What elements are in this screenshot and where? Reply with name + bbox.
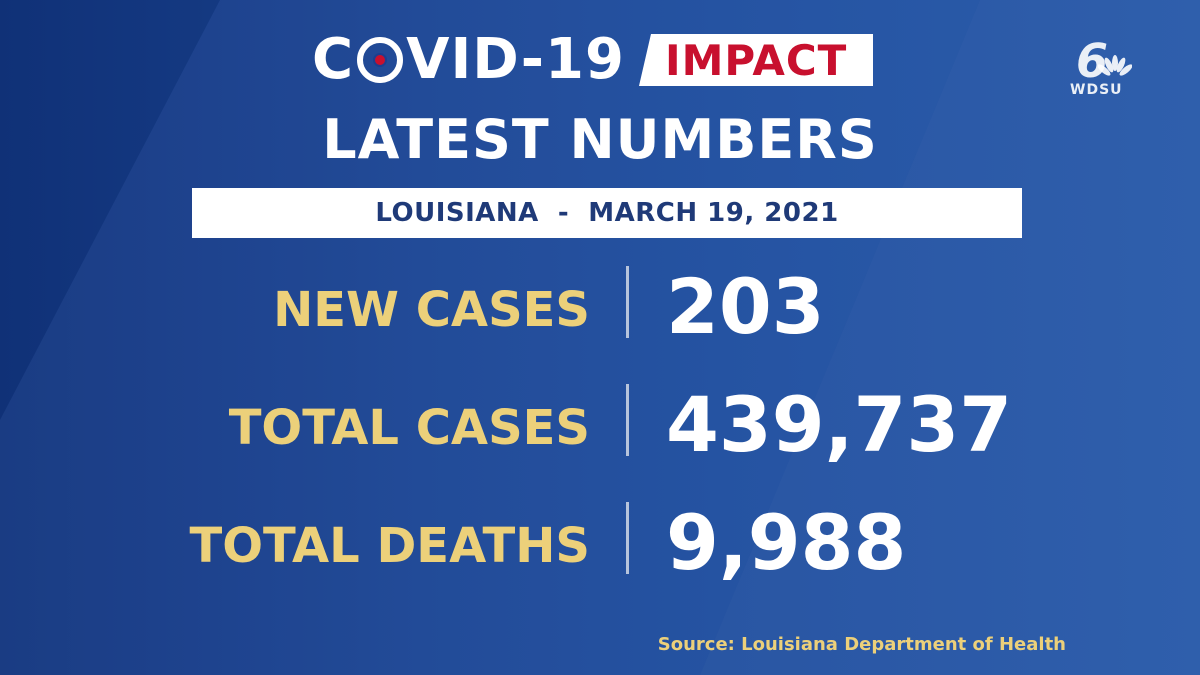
stat-divider: [626, 384, 629, 456]
stat-label: TOTAL DEATHS: [189, 518, 590, 574]
stat-value: 439,737: [666, 380, 1013, 469]
stat-row-total-cases: TOTAL CASES 439,737: [0, 380, 1200, 474]
stat-row-total-deaths: TOTAL DEATHS 9,988: [0, 498, 1200, 592]
channel-number: 6: [1076, 34, 1109, 88]
covid-title: C VID-19: [312, 28, 625, 92]
station-call-letters: WDSU: [1070, 82, 1123, 98]
headline: LATEST NUMBERS: [322, 108, 878, 171]
nbc-peacock-icon: [1098, 55, 1132, 76]
stat-row-new-cases: NEW CASES 203: [0, 262, 1200, 356]
impact-badge: IMPACT: [638, 34, 874, 86]
title-row: C VID-19 IMPACT: [312, 28, 874, 92]
covid-title-c: C: [312, 27, 355, 92]
source-credit: Source: Louisiana Department of Health: [657, 634, 1066, 655]
stat-label: NEW CASES: [273, 282, 590, 338]
stat-divider: [626, 502, 629, 574]
location-date: LOUISIANA - MARCH 19, 2021: [375, 198, 839, 228]
subtitle-bar: LOUISIANA - MARCH 19, 2021: [192, 188, 1022, 238]
covid-title-rest: VID-19: [406, 27, 625, 92]
stat-value: 9,988: [666, 498, 907, 587]
impact-label: IMPACT: [664, 35, 848, 85]
station-logo: 6 WDSU: [1060, 38, 1144, 100]
stat-divider: [626, 266, 629, 338]
stat-label: TOTAL CASES: [228, 400, 590, 456]
virus-target-icon: [357, 37, 404, 83]
stat-value: 203: [666, 262, 825, 351]
